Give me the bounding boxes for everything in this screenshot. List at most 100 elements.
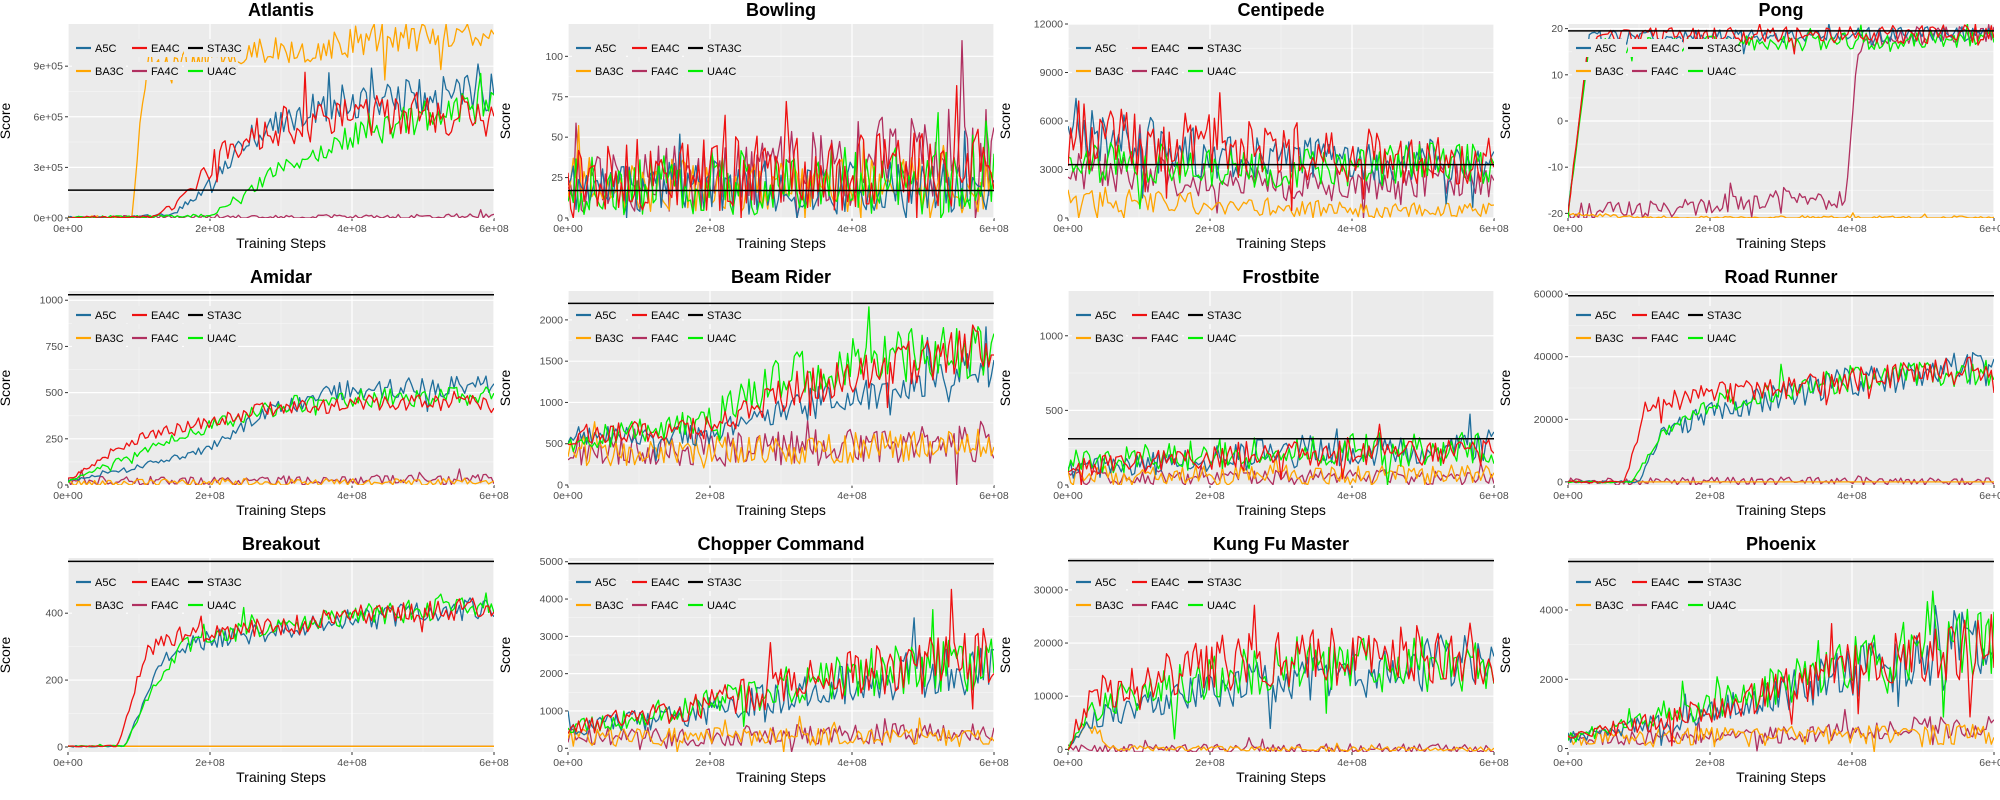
- legend-key-background: [1684, 62, 1738, 80]
- legend-label-ua4c: UA4C: [1707, 600, 1736, 612]
- legend-key-background: [1628, 573, 1682, 591]
- y-tick-label: 3000: [1040, 164, 1064, 176]
- legend-label-ua4c: UA4C: [1207, 333, 1236, 345]
- legend-label-ea4c: EA4C: [651, 43, 680, 55]
- legend-label-fa4c: FA4C: [151, 333, 179, 345]
- series-line-ba3c: [68, 477, 494, 485]
- x-tick-label: 6e+08: [1479, 757, 1509, 769]
- legend-label-ba3c: BA3C: [95, 333, 124, 345]
- series-group: [1068, 92, 1494, 218]
- panel-chopper-command: Chopper Command 0e+00 2e+08 4e+08 6e+08 0 1000…: [497, 534, 1009, 785]
- legend-key-background: [1128, 596, 1182, 614]
- x-tick-label: 0e+00: [1553, 223, 1583, 235]
- x-tick-label: 2e+08: [1695, 757, 1725, 769]
- legend: A5C EA4C STA3C BA3C FA4C UA4C: [1572, 39, 1742, 80]
- legend-label-ua4c: UA4C: [1207, 600, 1236, 612]
- series-group: [568, 40, 994, 218]
- x-tick-label: 0e+00: [53, 223, 83, 235]
- x-tick-label: 2e+08: [695, 223, 725, 235]
- series-line-ba3c: [1568, 723, 1994, 752]
- panel-title: Atlantis: [248, 0, 314, 20]
- series-line-ea4c: [68, 390, 494, 479]
- x-tick-label: 4e+08: [1837, 757, 1867, 769]
- y-tick-label: 2000: [540, 314, 564, 326]
- legend: A5C EA4C STA3C BA3C FA4C UA4C: [72, 573, 242, 614]
- legend-label-sta3c: STA3C: [1207, 577, 1242, 589]
- legend-key-background: [72, 39, 126, 57]
- panel-title: Pong: [1759, 0, 1804, 20]
- legend: A5C EA4C STA3C BA3C FA4C UA4C: [572, 306, 742, 347]
- x-tick-label: 2e+08: [1195, 757, 1225, 769]
- legend-key-background: [128, 62, 182, 80]
- legend-key-background: [684, 62, 738, 80]
- x-tick-label: 6e+08: [1479, 223, 1509, 235]
- y-axis-title: Score: [1497, 103, 1513, 140]
- panel-title: Kung Fu Master: [1213, 534, 1349, 554]
- panel-bowling: Bowling 0e+00 2e+08 4e+08 6e+08 0 25 50 75 100 Tra…: [497, 0, 1009, 251]
- x-tick-label: 0e+00: [1553, 757, 1583, 769]
- y-axis-title: Score: [497, 103, 513, 140]
- y-tick-label: 200: [45, 675, 63, 687]
- x-tick-label: 2e+08: [195, 223, 225, 235]
- x-tick-label: 4e+08: [337, 490, 367, 502]
- y-tick-label: 0: [557, 743, 563, 755]
- legend-label-a5c: A5C: [1095, 577, 1116, 589]
- legend-key-background: [1628, 306, 1682, 324]
- series-line-ea4c: [568, 84, 994, 218]
- legend-label-a5c: A5C: [95, 43, 116, 55]
- legend-key-background: [1628, 329, 1682, 347]
- x-tick-label: 6e+08: [479, 757, 509, 769]
- y-tick-label: -20: [1548, 208, 1563, 220]
- series-line-a5c: [1068, 97, 1494, 208]
- legend-key-background: [1072, 39, 1126, 57]
- panel-title: Amidar: [250, 267, 312, 287]
- y-tick-label: 0e+00: [34, 213, 64, 225]
- x-tick-label: 4e+08: [1837, 490, 1867, 502]
- legend-label-ea4c: EA4C: [1651, 43, 1680, 55]
- y-tick-label: 25: [551, 172, 563, 184]
- x-axis-title: Training Steps: [236, 235, 326, 251]
- y-tick-label: 10: [1551, 69, 1563, 81]
- y-tick-label: 0: [1057, 744, 1063, 756]
- x-axis-title: Training Steps: [1236, 235, 1326, 251]
- panel-frostbite: Frostbite 0e+00 2e+08 4e+08 6e+08 0 500 1000 Tra…: [997, 267, 1509, 518]
- legend-label-ba3c: BA3C: [1095, 333, 1124, 345]
- legend-label-sta3c: STA3C: [707, 43, 742, 55]
- legend: A5C EA4C STA3C BA3C FA4C UA4C: [1572, 573, 1742, 614]
- y-tick-label: 0: [1557, 476, 1563, 488]
- panel-atlantis: Atlantis 0e+00 2e+08 4e+08 6e+08 0e+00 3e+05 6e…: [0, 0, 509, 251]
- y-tick-label: 5000: [540, 556, 564, 568]
- legend: A5C EA4C STA3C BA3C FA4C UA4C: [72, 306, 242, 347]
- series-line-ua4c: [68, 386, 494, 483]
- legend-key-background: [1072, 596, 1126, 614]
- x-tick-label: 0e+00: [1053, 490, 1083, 502]
- y-axis-title: Score: [497, 637, 513, 674]
- panel-phoenix: Phoenix 0e+00 2e+08 4e+08 6e+08 0 2000 4000 Trai…: [1497, 534, 2000, 785]
- series-line-ea4c: [568, 588, 994, 734]
- y-tick-label: 4000: [540, 594, 564, 606]
- y-tick-label: 0: [1557, 743, 1563, 755]
- legend-label-sta3c: STA3C: [707, 310, 742, 322]
- legend-key-background: [1684, 596, 1738, 614]
- x-axis-title: Training Steps: [736, 502, 826, 518]
- x-axis-title: Training Steps: [736, 235, 826, 251]
- x-axis-title: Training Steps: [236, 502, 326, 518]
- legend-label-ba3c: BA3C: [95, 66, 124, 78]
- legend-label-ba3c: BA3C: [595, 600, 624, 612]
- series-line-fa4c: [68, 468, 494, 485]
- legend-label-sta3c: STA3C: [1207, 310, 1242, 322]
- x-tick-label: 0e+00: [553, 757, 583, 769]
- legend-key-background: [572, 62, 626, 80]
- x-tick-label: 4e+08: [837, 490, 867, 502]
- y-tick-label: 0: [57, 480, 63, 492]
- panel-title: Frostbite: [1242, 267, 1319, 287]
- series-line-a5c: [568, 326, 994, 462]
- x-tick-label: 0e+00: [553, 223, 583, 235]
- legend-key-background: [1628, 596, 1682, 614]
- legend: A5C EA4C STA3C BA3C FA4C UA4C: [1572, 306, 1742, 347]
- x-axis-title: Training Steps: [736, 769, 826, 785]
- legend-label-a5c: A5C: [1595, 577, 1616, 589]
- series-line-ua4c: [568, 608, 994, 734]
- series-line-ua4c: [1568, 359, 1994, 484]
